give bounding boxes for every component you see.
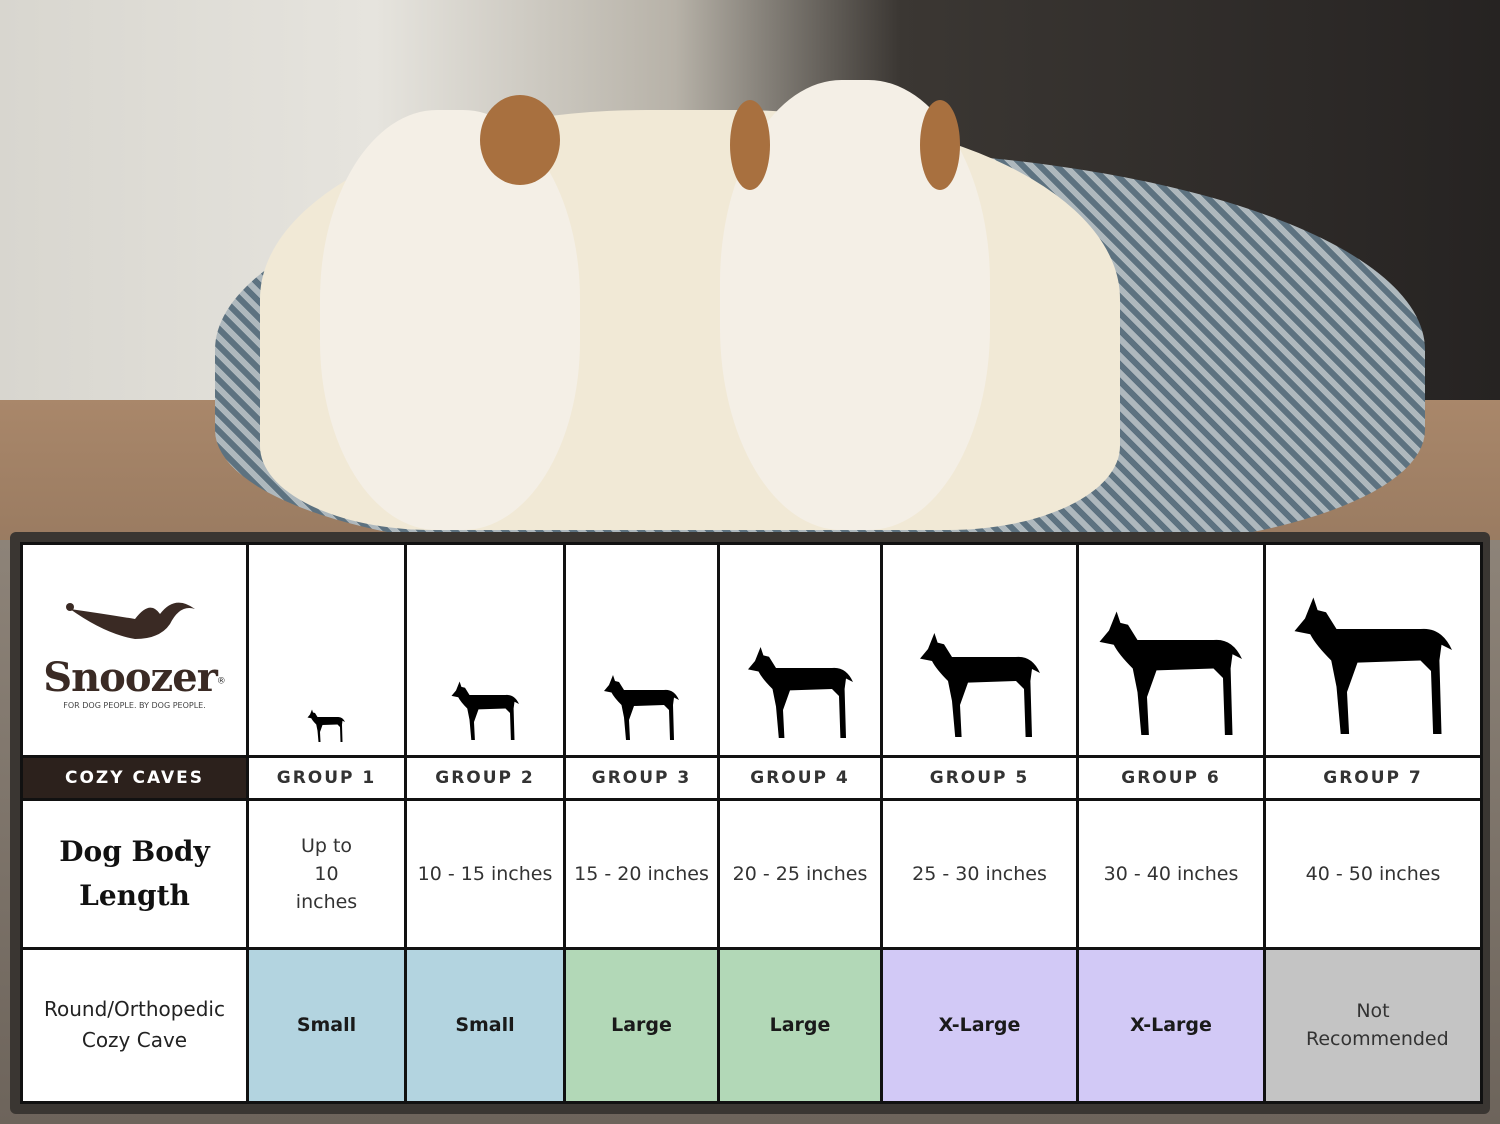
body-length-value: 25 - 30 inches — [880, 798, 1079, 950]
bed-size-value: Not Recommended — [1263, 946, 1483, 1105]
size-chart: Snoozer® FOR DOG PEOPLE. BY DOG PEOPLE. … — [20, 542, 1483, 1105]
size-row-label: Round/Orthopedic Cozy Cave — [20, 946, 249, 1105]
group-label: GROUP 5 — [880, 754, 1079, 802]
pomeranian-silhouette-icon — [451, 681, 519, 741]
bed-size-value: X-Large — [880, 946, 1079, 1105]
group-icon-cell — [246, 542, 407, 758]
brand-tagline: FOR DOG PEOPLE. BY DOG PEOPLE. — [63, 701, 206, 711]
body-length-value: 30 - 40 inches — [1076, 798, 1266, 950]
shiba-silhouette-icon — [747, 646, 853, 738]
body-length-value: Up to 10 inches — [246, 798, 407, 950]
dog-logo-icon — [65, 603, 195, 640]
group-label: GROUP 4 — [717, 754, 883, 802]
golden-retriever-silhouette-icon — [919, 632, 1040, 737]
group-label: GROUP 2 — [404, 754, 566, 802]
group-label: GROUP 1 — [246, 754, 407, 802]
product-line-label: COZY CAVES — [20, 754, 249, 802]
bed-size-value: Small — [404, 946, 566, 1105]
group-icon-cell — [717, 542, 883, 758]
group-icon-cell — [1263, 542, 1483, 758]
group-label: GROUP 3 — [563, 754, 720, 802]
body-length-value: 20 - 25 inches — [717, 798, 883, 950]
snoozer-logo: Snoozer® FOR DOG PEOPLE. BY DOG PEOPLE. — [20, 542, 249, 758]
bed-size-value: Large — [563, 946, 720, 1105]
great-dane-silhouette-icon — [1294, 597, 1452, 735]
bed-size-value: Small — [246, 946, 407, 1105]
body-length-value: 10 - 15 inches — [404, 798, 566, 950]
trademark: ® — [216, 677, 226, 688]
group-icon-cell — [1076, 542, 1266, 758]
bed-size-value: Large — [717, 946, 883, 1105]
group-label: GROUP 6 — [1076, 754, 1266, 802]
group-label: GROUP 7 — [1263, 754, 1483, 802]
brand-name: Snoozer — [43, 654, 218, 702]
bed-size-value: X-Large — [1076, 946, 1266, 1105]
product-photo — [0, 0, 1500, 540]
group-icon-cell — [404, 542, 566, 758]
body-length-value: 15 - 20 inches — [563, 798, 720, 950]
boston-terrier-silhouette-icon — [604, 674, 679, 740]
length-row-label: Dog Body Length — [20, 798, 249, 950]
doberman-silhouette-icon — [1099, 611, 1243, 736]
group-icon-cell — [563, 542, 720, 758]
chihuahua-silhouette-icon — [307, 709, 346, 743]
body-length-value: 40 - 50 inches — [1263, 798, 1483, 950]
group-icon-cell — [880, 542, 1079, 758]
